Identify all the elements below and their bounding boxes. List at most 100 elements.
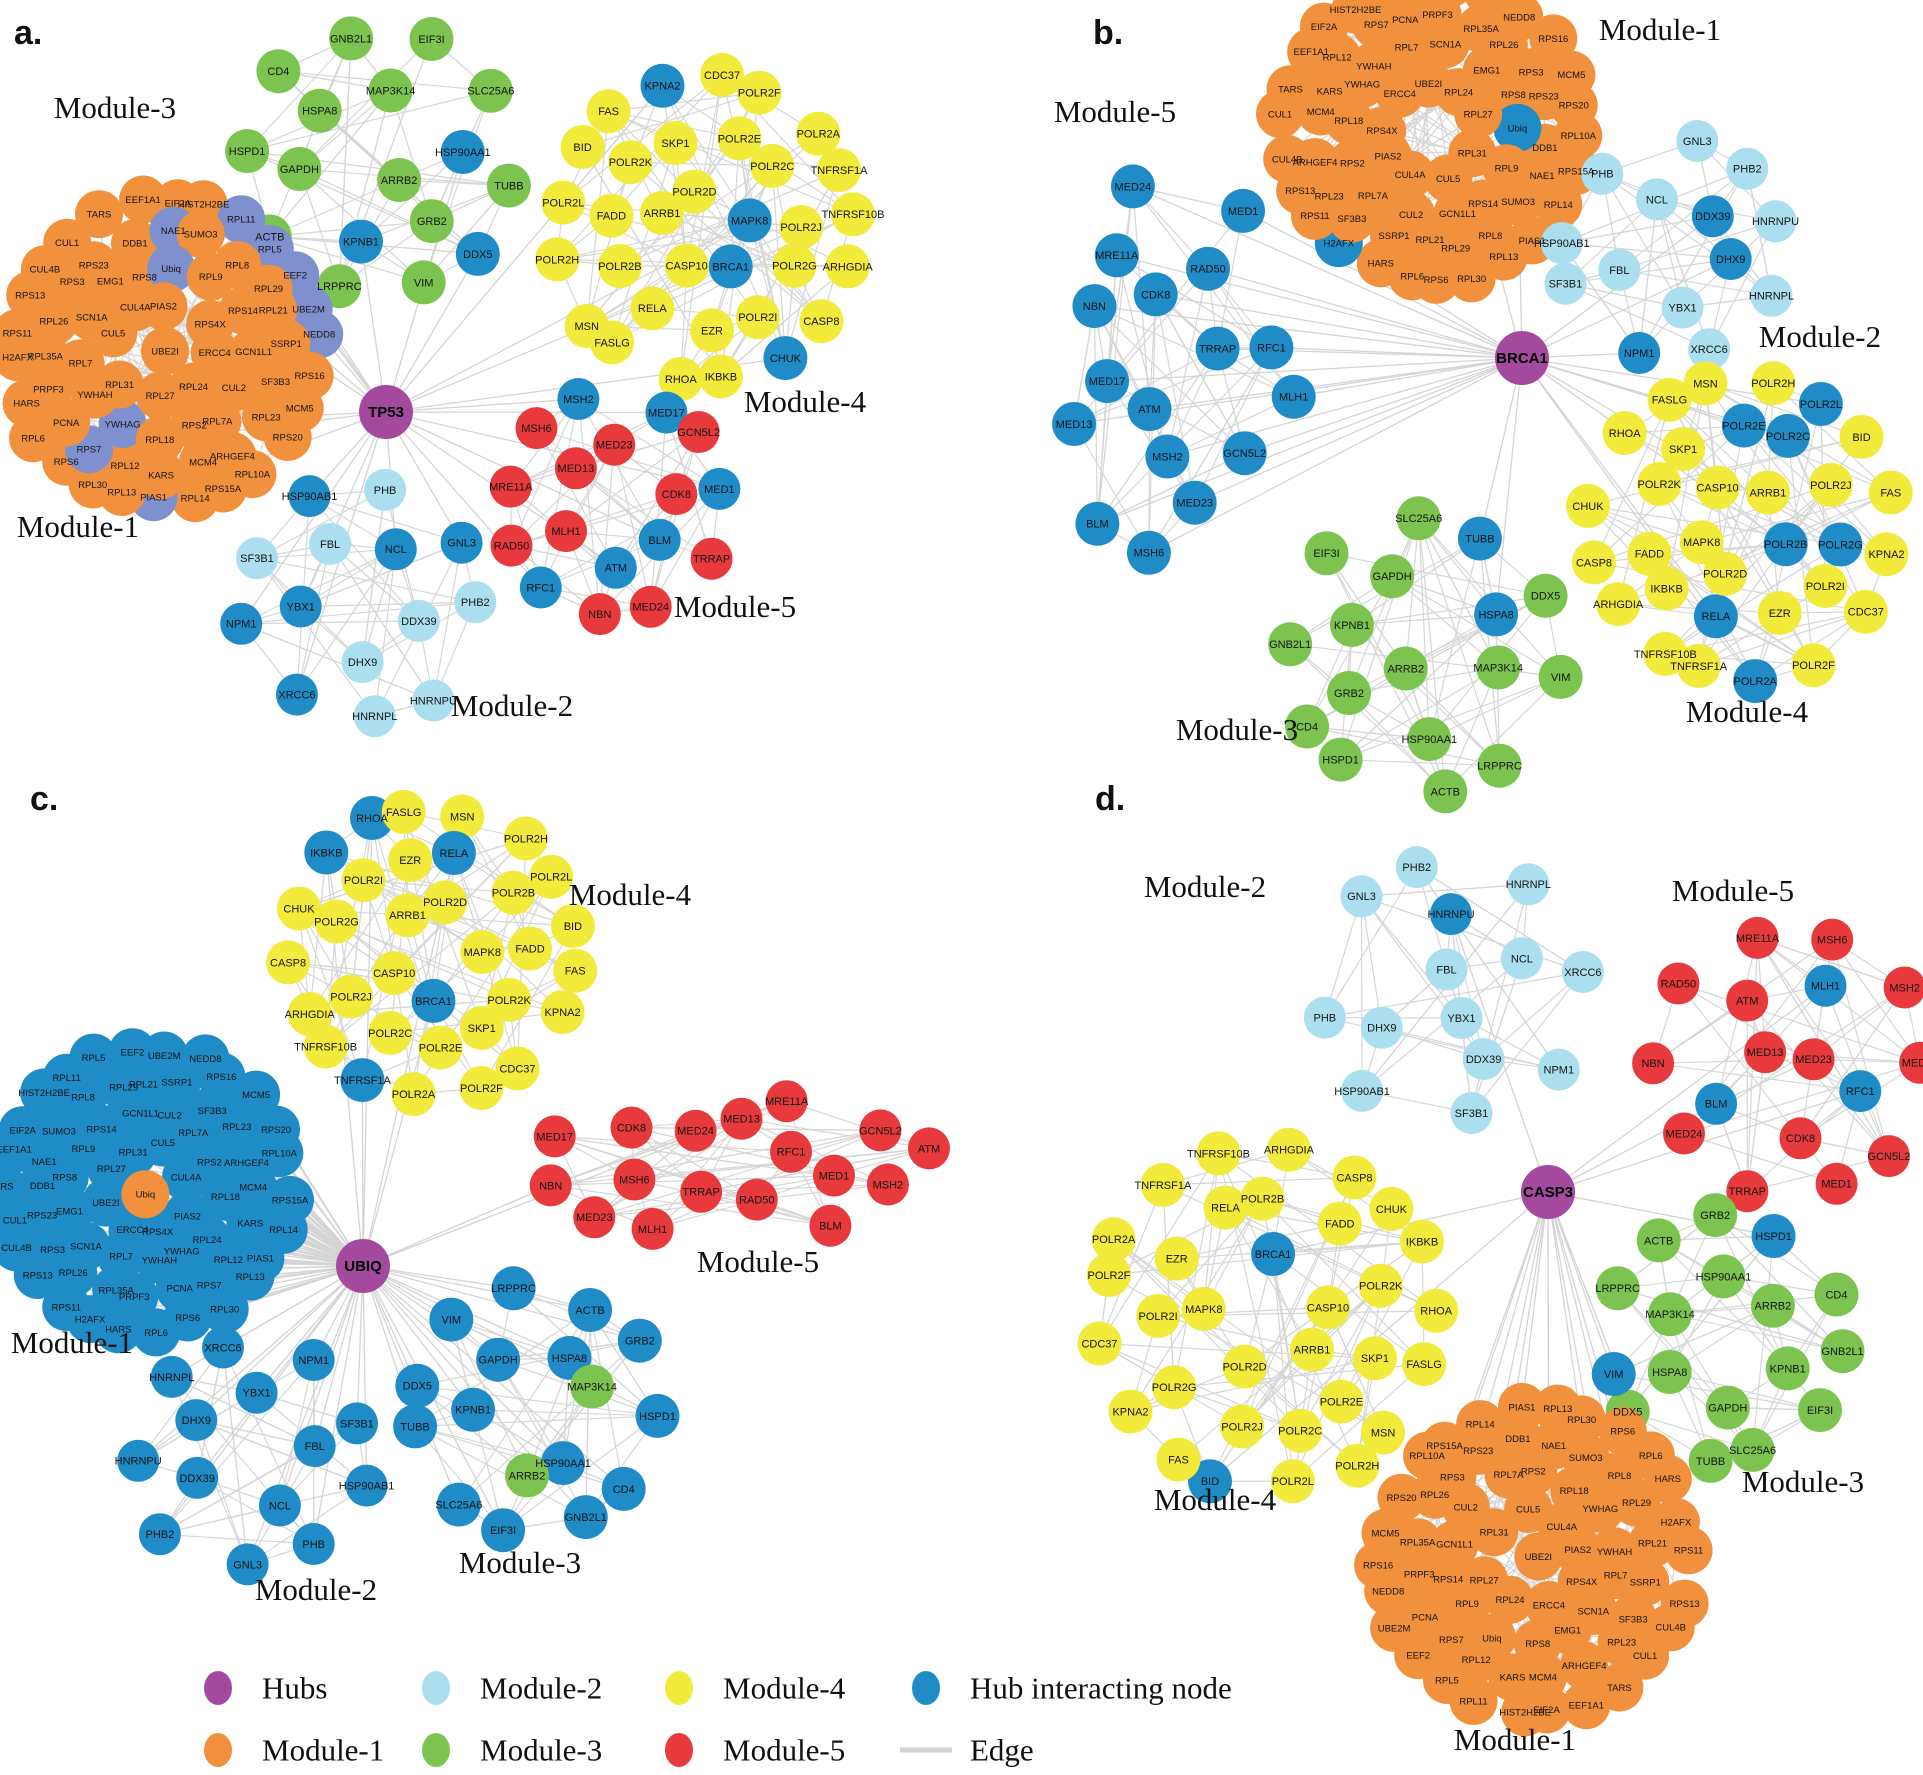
- node-label-DHX9: DHX9: [348, 657, 377, 669]
- node-label-PIAS2: PIAS2: [1375, 152, 1402, 163]
- node-label-KARS: KARS: [1500, 1673, 1526, 1684]
- node-label-RPL11: RPL11: [1459, 1696, 1487, 1707]
- legend-swatch-hub-interacting: [912, 1671, 940, 1705]
- node-GCN5L2: [1222, 431, 1267, 476]
- legend-label-module3: Module-3: [480, 1733, 602, 1768]
- node-NBN: [1072, 284, 1117, 329]
- node-label-RPL21: RPL21: [259, 305, 288, 316]
- node-label-CASP8: CASP8: [1576, 557, 1612, 569]
- node-label-DHX9: DHX9: [1367, 1023, 1396, 1035]
- node-label-UBE2I: UBE2I: [1415, 79, 1442, 90]
- node-label-POLR2L: POLR2L: [1800, 399, 1842, 411]
- node-label-KPNB1: KPNB1: [1334, 620, 1370, 632]
- node-label-RPS14: RPS14: [1433, 1575, 1463, 1586]
- node-label-TRRAP: TRRAP: [1199, 344, 1236, 356]
- node-GCN5L2: [859, 1109, 902, 1152]
- panel-letter-c: c.: [30, 780, 58, 818]
- node-HSP90AB1: [1540, 222, 1583, 265]
- node-PIAS2: [139, 282, 188, 331]
- node-label-MSH2: MSH2: [1152, 451, 1183, 463]
- node-label-MED17: MED17: [536, 1131, 573, 1143]
- node-XRCC6: [1561, 951, 1604, 993]
- node-label-RPL35A: RPL35A: [1400, 1538, 1436, 1549]
- node-MSH6: [515, 407, 558, 450]
- node-label-GAPDH: GAPDH: [479, 1355, 518, 1367]
- node-label-RPL30: RPL30: [1457, 274, 1486, 285]
- node-PHB2: [138, 1513, 181, 1556]
- node-label-MCM5: MCM5: [242, 1090, 270, 1101]
- node-SKP1: [459, 1005, 504, 1050]
- node-label-MED23: MED23: [1795, 1054, 1832, 1066]
- node-label-PHB: PHB: [302, 1539, 325, 1551]
- node-HNRNPU: [1754, 200, 1797, 243]
- node-label-HSPA8: HSPA8: [302, 106, 337, 118]
- node-label-CHUK: CHUK: [1376, 1204, 1408, 1216]
- node-label-MAP3K14: MAP3K14: [1473, 662, 1523, 674]
- node-label-RPL31: RPL31: [1480, 1528, 1509, 1539]
- hub-edges: [1074, 0, 1841, 682]
- node-label-CUL1: CUL1: [1633, 1651, 1657, 1662]
- node-POLR2K: [1358, 1263, 1403, 1308]
- node-label-RPS8: RPS8: [1525, 1639, 1550, 1650]
- node-label-RPS4X: RPS4X: [195, 319, 227, 330]
- node-label-RPL26: RPL26: [1420, 1490, 1449, 1501]
- node-label-KARS: KARS: [148, 471, 174, 482]
- node-RELA: [1203, 1185, 1248, 1230]
- node-label-RPS14: RPS14: [228, 306, 258, 317]
- node-label-Ubiq: Ubiq: [1508, 123, 1528, 134]
- node-label-SCN1A: SCN1A: [76, 312, 108, 323]
- node-label-CDK8: CDK8: [1786, 1133, 1815, 1145]
- node-label-RPL31: RPL31: [119, 1148, 148, 1159]
- node-MLH1: [1271, 374, 1316, 419]
- node-label-NCL: NCL: [269, 1500, 291, 1512]
- node-GRB2: [1693, 1193, 1738, 1238]
- node-EIF3I: [409, 17, 454, 61]
- node-MED17: [533, 1115, 576, 1158]
- node-label-BID: BID: [573, 142, 591, 154]
- node-label-POLR2B: POLR2B: [1241, 1194, 1284, 1206]
- node-DDX39: [176, 1456, 219, 1499]
- node-HSPD1: [635, 1393, 680, 1438]
- node-POLR2E: [418, 1025, 463, 1070]
- node-label-PHB2: PHB2: [461, 597, 490, 609]
- node-label-RPL8: RPL8: [1479, 231, 1503, 242]
- node-label-ARRB1: ARRB1: [1750, 487, 1787, 499]
- node-HSP90AA1: [440, 130, 485, 174]
- node-label-ERCC4: ERCC4: [116, 1225, 148, 1236]
- node-label-BRCA1: BRCA1: [712, 261, 749, 273]
- node-label-SUMO3: SUMO3: [42, 1126, 76, 1137]
- node-FAS: [1868, 470, 1913, 515]
- node-MSH2: [557, 378, 600, 420]
- node-label-RPL23: RPL23: [1607, 1637, 1636, 1648]
- node-HSP90AB1: [345, 1464, 388, 1507]
- node-label-CD4: CD4: [1825, 1289, 1847, 1301]
- node-label-EEF2: EEF2: [121, 1048, 145, 1059]
- node-POLR2B: [491, 870, 536, 915]
- node-label-RELA: RELA: [638, 303, 667, 315]
- node-label-RAD50: RAD50: [739, 1195, 774, 1207]
- node-label-SF3B3: SF3B3: [198, 1106, 227, 1117]
- node-label-CUL4A: CUL4A: [1546, 1522, 1577, 1533]
- node-label-ATM: ATM: [1736, 996, 1758, 1008]
- node-MED1: [698, 467, 741, 510]
- node-label-SKP1: SKP1: [1361, 1353, 1389, 1365]
- node-GNB2L1: [1268, 622, 1313, 667]
- node-label-RPL24: RPL24: [1495, 1595, 1524, 1606]
- node-label-CUL2: CUL2: [1454, 1502, 1478, 1513]
- node-SCN1A: [1421, 20, 1470, 69]
- node-label-RPL18: RPL18: [1560, 1486, 1589, 1497]
- node-TARS: [75, 190, 123, 239]
- node-label-POLR2I: POLR2I: [1139, 1311, 1178, 1323]
- node-MED24: [1663, 1112, 1705, 1155]
- node-FADD: [1317, 1201, 1362, 1246]
- node-label-SUMO3: SUMO3: [1501, 197, 1535, 208]
- node-label-MSN: MSN: [574, 321, 599, 333]
- node-MED13: [720, 1097, 763, 1140]
- node-label-H2AFX: H2AFX: [1323, 239, 1354, 250]
- node-CDC37: [700, 52, 745, 97]
- node-label-RPL13: RPL13: [236, 1272, 265, 1283]
- node-HSPD1: [1318, 737, 1363, 782]
- node-label-RPS23: RPS23: [79, 261, 109, 272]
- node-label-RPL23: RPL23: [222, 1122, 251, 1133]
